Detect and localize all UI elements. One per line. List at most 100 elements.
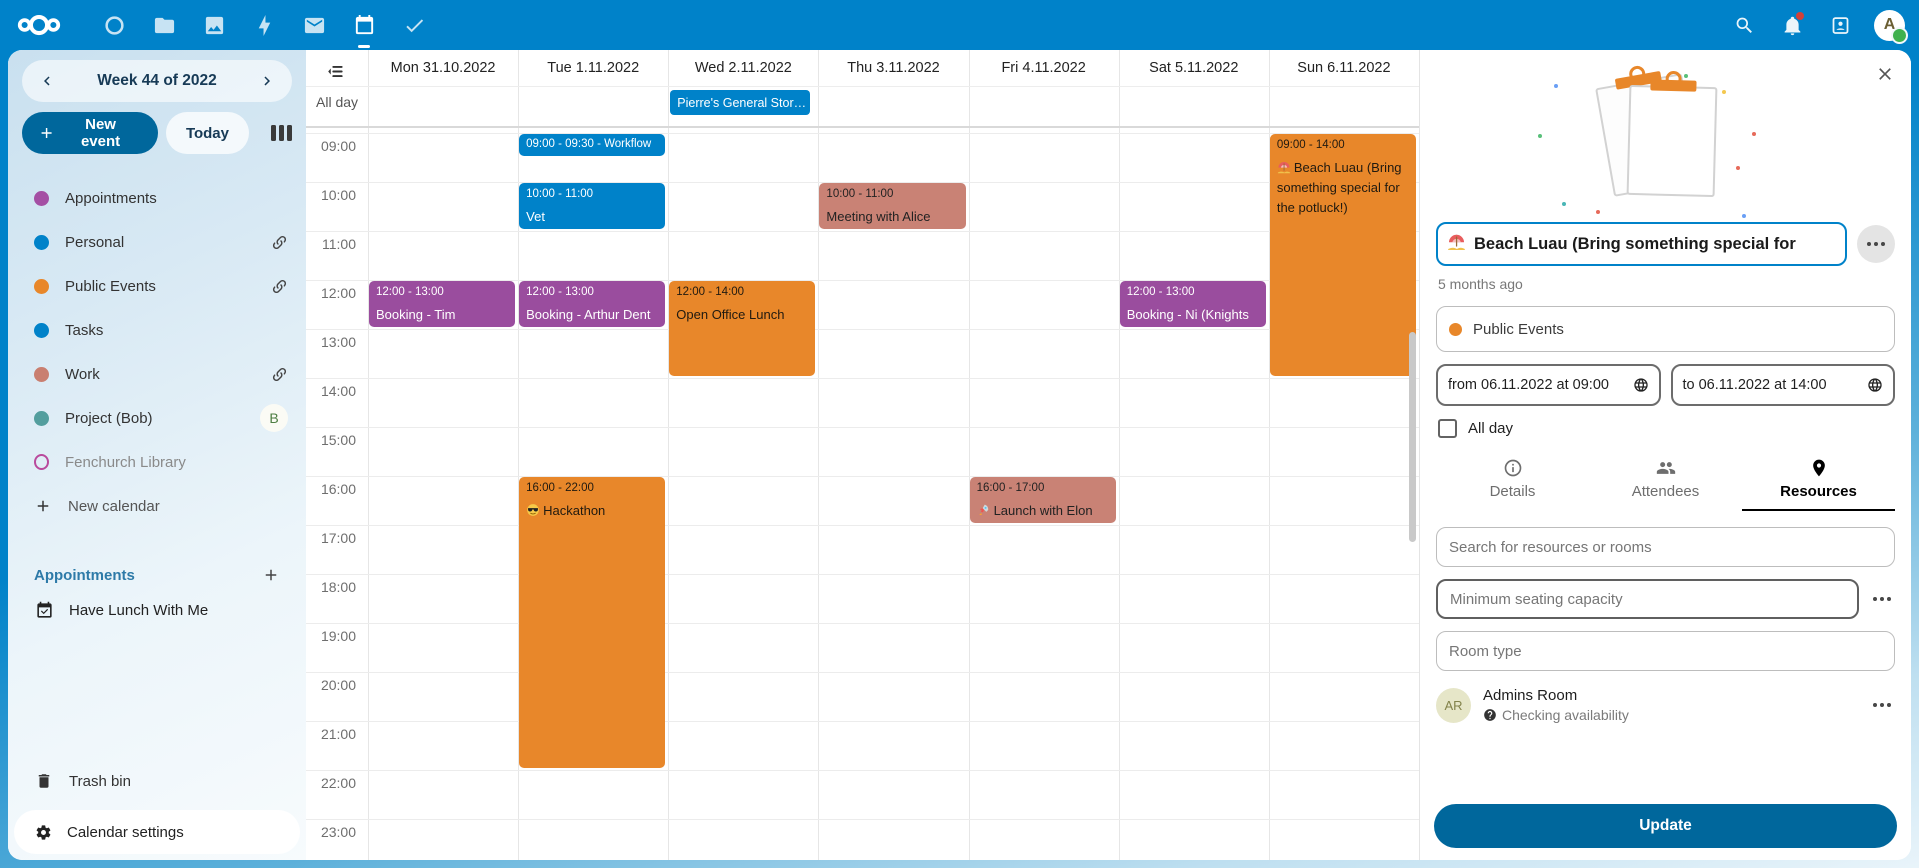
contacts-icon[interactable]	[1826, 11, 1854, 39]
timezone-globe-icon[interactable]	[1867, 377, 1883, 393]
sidebar-calendar-fenchurch-library[interactable]: Fenchurch Library	[8, 440, 306, 484]
app-icon-mail[interactable]	[300, 11, 328, 39]
time-label: 14:00	[320, 383, 356, 399]
trash-bin-button[interactable]: Trash bin	[8, 758, 306, 804]
calendar-check-icon	[35, 601, 54, 620]
calendar-event[interactable]: 09:00 - 14:00 Beach Luau (Bring something…	[1269, 134, 1416, 376]
capacity-filter-menu-button[interactable]	[1869, 593, 1895, 605]
end-datetime-picker[interactable]: to 06.11.2022 at 14:00	[1670, 364, 1895, 406]
calendar-picker-value: Public Events	[1473, 320, 1564, 338]
help-icon	[1483, 708, 1497, 722]
app-icon-dashboard[interactable]	[100, 11, 128, 39]
column-line	[1268, 50, 1270, 860]
info-icon	[1503, 458, 1523, 478]
calendar-event[interactable]: 16:00 - 17:00 Launch with Elon	[969, 477, 1116, 523]
time-label: 17:00	[320, 530, 356, 546]
close-panel-button[interactable]	[1875, 64, 1895, 84]
sidebar-calendar-public-events[interactable]: Public Events	[8, 264, 306, 308]
calendar-event[interactable]: 12:00 - 13:00 Booking - Ni (Knights	[1119, 281, 1266, 327]
tab-attendees[interactable]: Attendees	[1589, 452, 1742, 511]
calendar-event[interactable]: 10:00 - 11:00 Meeting with Alice	[819, 183, 966, 229]
calendar-event[interactable]: 12:00 - 14:00 Open Office Lunch	[669, 281, 816, 376]
event-actions-menu-button[interactable]	[1857, 225, 1895, 263]
app-icon-files[interactable]	[150, 11, 178, 39]
column-line	[1118, 50, 1120, 860]
top-bar-tools: A	[1730, 9, 1908, 44]
event-title-input[interactable]	[1472, 233, 1836, 255]
trash-icon	[35, 772, 53, 790]
resource-list-item[interactable]: AR Admins Room Checking availability	[1436, 687, 1895, 723]
calendar-event[interactable]: 10:00 - 11:00 Vet	[519, 183, 666, 229]
app-launcher	[14, 11, 428, 39]
checkbox-unchecked[interactable]	[1438, 419, 1457, 438]
hour-line	[306, 427, 1419, 428]
calendar-event[interactable]: 09:00 - 09:30 - Workflow	[519, 134, 666, 156]
add-appointment-config-button[interactable]	[262, 566, 280, 584]
update-button[interactable]: Update	[1434, 804, 1897, 848]
calendar-color-dot	[34, 234, 49, 250]
calendar-event[interactable]: 12:00 - 13:00 Booking - Arthur Dent	[519, 281, 666, 327]
week-label: Week 44 of 2022	[97, 72, 217, 89]
column-line	[518, 50, 520, 860]
calendar-picker[interactable]: Public Events	[1436, 306, 1895, 352]
user-avatar[interactable]: A	[1874, 9, 1908, 44]
grid-scrollbar[interactable]	[1409, 332, 1416, 542]
sidebar-calendar-personal[interactable]: Personal	[8, 220, 306, 264]
next-week-button[interactable]	[248, 64, 286, 98]
search-icon[interactable]	[1730, 11, 1758, 39]
calendar-name: Personal	[65, 233, 125, 251]
pin-icon	[1809, 458, 1829, 478]
hour-line	[306, 721, 1419, 722]
app-icon-photos[interactable]	[200, 11, 228, 39]
time-label: 19:00	[320, 628, 356, 644]
app-icon-activity[interactable]	[250, 11, 278, 39]
time-label: 13:00	[320, 334, 356, 350]
app-icon-tasks[interactable]	[400, 11, 428, 39]
timezone-globe-icon[interactable]	[1633, 377, 1649, 393]
previous-week-button[interactable]	[28, 64, 66, 98]
hour-line	[306, 182, 1419, 183]
all-day-event[interactable]: Pierre's General Stor…	[670, 90, 811, 115]
new-event-button[interactable]: New event	[22, 112, 158, 154]
hour-line	[306, 133, 1419, 134]
sidebar-calendar-work[interactable]: Work	[8, 352, 306, 396]
time-label: 20:00	[320, 677, 356, 693]
new-calendar-button[interactable]: New calendar	[8, 484, 306, 528]
app-icon-calendar[interactable]	[350, 11, 378, 39]
tab-details[interactable]: Details	[1436, 452, 1589, 511]
sidebar-calendar-appointments[interactable]: Appointments	[8, 176, 306, 220]
calendar-name: Public Events	[65, 277, 156, 295]
avatar-letter: A	[1883, 16, 1896, 33]
seating-capacity-input[interactable]	[1436, 579, 1859, 619]
people-icon	[1656, 458, 1676, 478]
calendar-settings-button[interactable]: Calendar settings	[14, 810, 300, 854]
all-day-checkbox[interactable]: All day	[1438, 419, 1893, 438]
day-header: Tue 1.11.2022	[547, 60, 640, 76]
collapse-sidebar-icon[interactable]	[326, 62, 345, 81]
tab-resources[interactable]: Resources	[1742, 452, 1895, 511]
time-label: 18:00	[320, 579, 356, 595]
event-title-field[interactable]	[1436, 222, 1847, 266]
column-line	[818, 50, 820, 860]
room-type-input[interactable]	[1436, 631, 1895, 671]
today-button[interactable]: Today	[165, 112, 249, 154]
sidebar-calendar-tasks[interactable]: Tasks	[8, 308, 306, 352]
appointment-config-item[interactable]: Have Lunch With Me	[8, 588, 306, 632]
calendar-event[interactable]: 16:00 - 22:00 Hackathon	[519, 477, 666, 768]
resource-menu-button[interactable]	[1869, 699, 1895, 711]
event-illustration	[1436, 62, 1895, 218]
sidebar-calendar-project-bob-[interactable]: Project (Bob) B	[8, 396, 306, 440]
app-content: Week 44 of 2022 New event Today Appointm…	[8, 50, 1911, 860]
column-line	[368, 50, 369, 860]
calendar-color-dot	[34, 190, 49, 206]
calendar-color-dot	[34, 278, 49, 294]
start-datetime-picker[interactable]: from 06.11.2022 at 09:00	[1436, 364, 1661, 406]
app-icon-nextcloud-logo[interactable]	[14, 11, 64, 39]
column-line	[968, 50, 970, 860]
column-line	[668, 50, 670, 860]
view-columns-toggle[interactable]	[271, 125, 292, 141]
hour-line	[306, 770, 1419, 771]
notifications-icon[interactable]	[1778, 11, 1806, 39]
resource-search-input[interactable]	[1436, 527, 1895, 567]
